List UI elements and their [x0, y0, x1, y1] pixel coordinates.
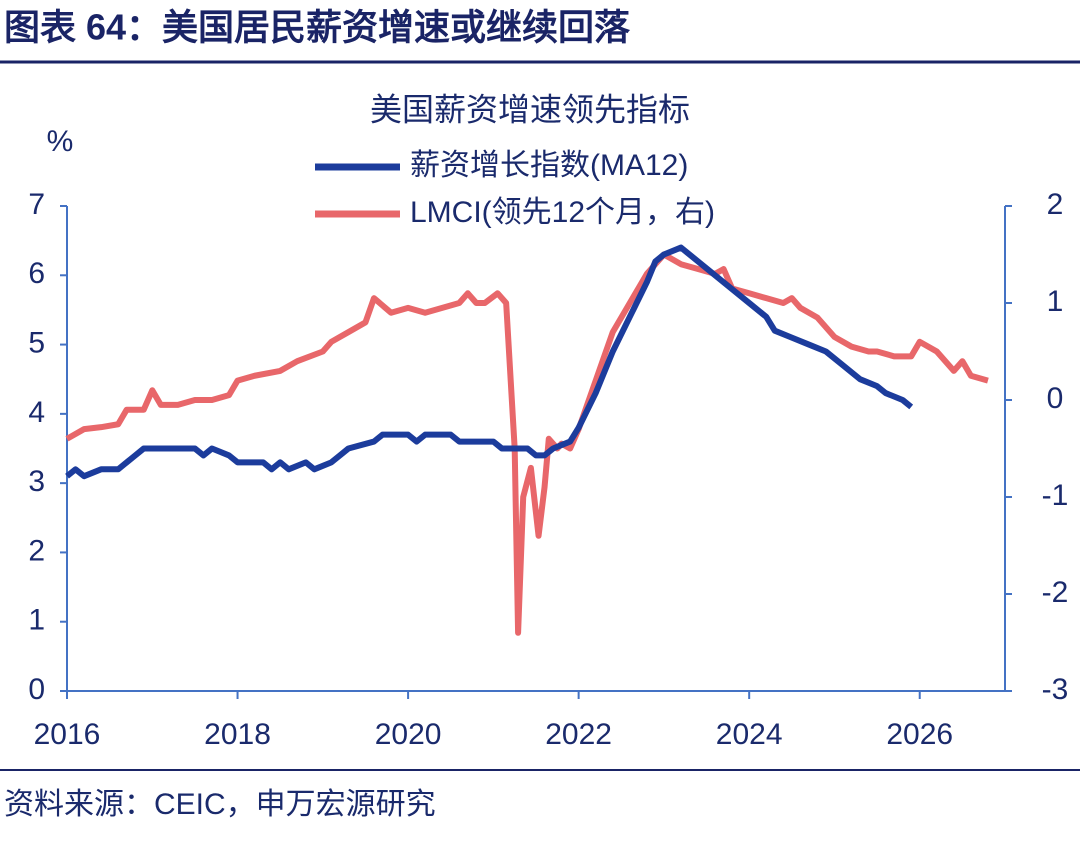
y-tick-label: 3 — [28, 465, 45, 498]
y-tick-label: 5 — [28, 326, 45, 359]
y-tick-label: 1 — [28, 604, 45, 637]
y2-tick-label: -2 — [1042, 576, 1069, 609]
x-tick-label: 2020 — [375, 718, 442, 751]
x-tick-label: 2016 — [34, 718, 101, 751]
legend: 薪资增长指数(MA12) LMCI(领先12个月，右) — [315, 149, 715, 229]
y2-tick-label: -1 — [1042, 479, 1069, 512]
y2-tick-label: 0 — [1047, 382, 1064, 415]
series-line — [65, 244, 914, 480]
y-tick-label: 6 — [28, 257, 45, 290]
x-tick-label: 2024 — [716, 718, 783, 751]
y-axis-label: % — [47, 125, 74, 158]
chart-title: 美国薪资增速领先指标 — [370, 91, 690, 127]
y2-tick-label: 2 — [1047, 188, 1064, 221]
y-tick-label: 4 — [28, 396, 45, 429]
header-title: 图表 64：美国居民薪资增速或继续回落 — [4, 7, 631, 48]
x-tick-label: 2026 — [886, 718, 953, 751]
x-tick-label: 2018 — [204, 718, 271, 751]
y-tick-label: 2 — [28, 534, 45, 567]
legend-label: LMCI(领先12个月，右) — [410, 196, 715, 229]
y2-tick-label: 1 — [1047, 285, 1064, 318]
legend-label: 薪资增长指数(MA12) — [410, 149, 688, 182]
series-line — [65, 251, 989, 636]
y-tick-label: 0 — [28, 673, 45, 706]
y2-tick-label: -3 — [1042, 673, 1069, 706]
footer-source: 资料来源：CEIC，申万宏源研究 — [4, 788, 436, 821]
y-tick-label: 7 — [28, 188, 45, 221]
x-tick-label: 2022 — [545, 718, 612, 751]
